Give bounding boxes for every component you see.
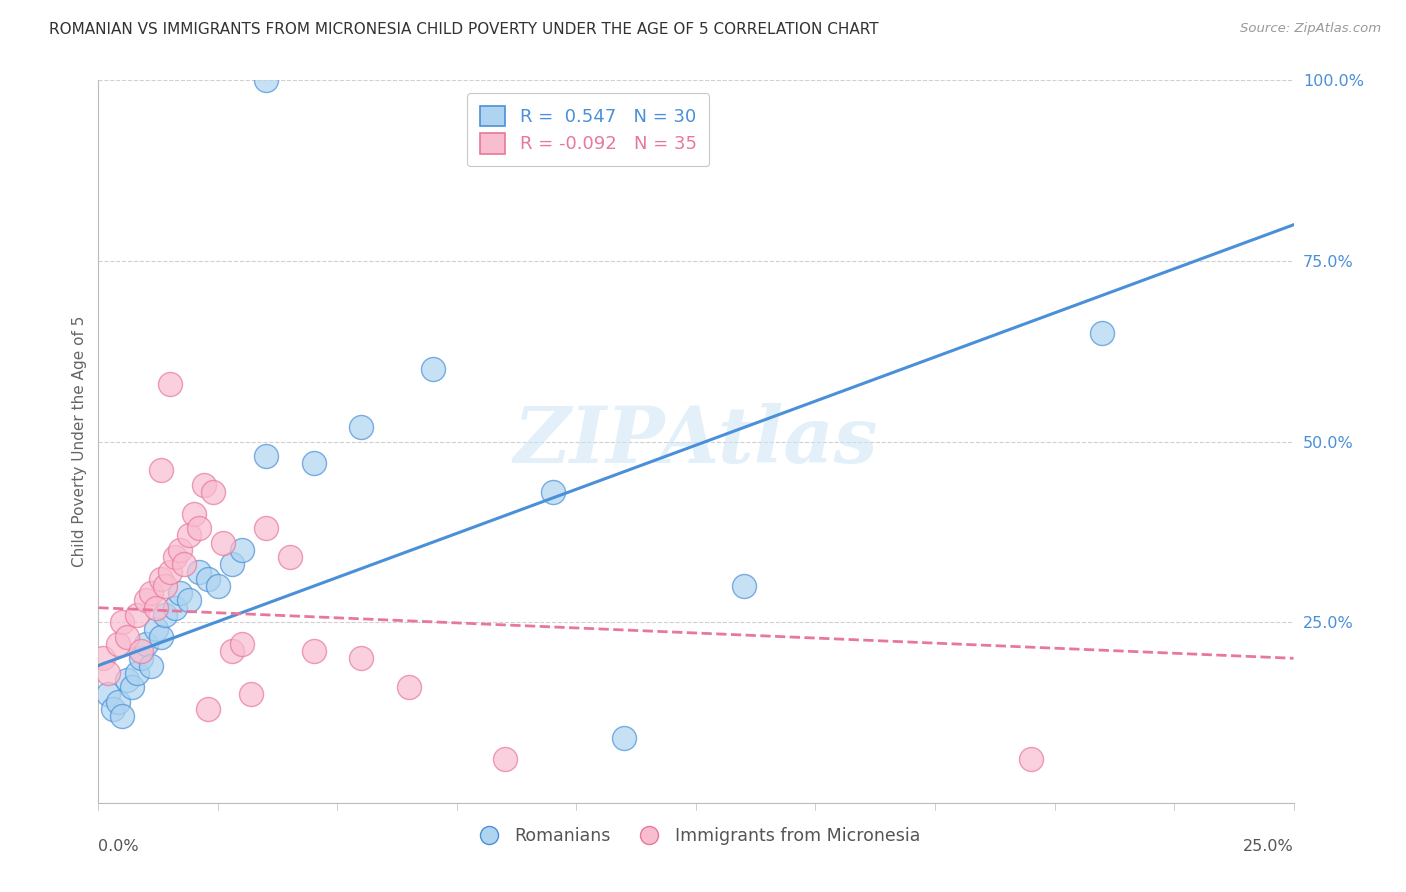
Point (187, 521, 209, 535)
Point (139, 586, 162, 600)
Point (131, 644, 153, 658)
Point (169, 542, 191, 557)
Point (278, 550, 301, 565)
Point (107, 637, 129, 651)
Point (179, 593, 201, 607)
Point (115, 630, 138, 644)
Point (221, 644, 243, 658)
Legend: Romanians, Immigrants from Micronesia: Romanians, Immigrants from Micronesia (464, 820, 928, 852)
Point (1091, 326, 1114, 341)
Text: 0.0%: 0.0% (98, 838, 139, 854)
Point (1019, 752, 1042, 766)
Point (135, 593, 157, 607)
Point (155, 607, 177, 622)
Point (613, 731, 636, 745)
Point (398, 680, 420, 694)
Point (302, 644, 325, 658)
Point (163, 550, 186, 565)
Point (302, 456, 325, 470)
Point (125, 607, 148, 622)
Point (494, 752, 516, 766)
Point (211, 535, 233, 549)
Point (121, 680, 143, 694)
Point (733, 579, 755, 593)
Point (125, 665, 148, 680)
Point (145, 623, 167, 637)
Text: 25.0%: 25.0% (1243, 838, 1294, 854)
Point (179, 528, 201, 542)
Point (193, 478, 215, 492)
Point (115, 673, 138, 687)
Point (131, 651, 153, 665)
Point (159, 376, 181, 391)
Point (159, 565, 181, 579)
Point (187, 565, 209, 579)
Point (202, 485, 225, 500)
Point (91, 651, 114, 665)
Point (149, 463, 172, 477)
Point (173, 558, 195, 572)
Point (197, 702, 219, 716)
Point (422, 362, 444, 376)
Point (111, 709, 134, 723)
Point (149, 630, 172, 644)
Point (145, 600, 167, 615)
Point (139, 658, 162, 673)
Point (97, 665, 120, 680)
Text: ZIPAtlas: ZIPAtlas (513, 403, 879, 480)
Point (221, 558, 243, 572)
Point (107, 695, 129, 709)
Point (101, 702, 124, 716)
Point (163, 600, 186, 615)
Point (350, 651, 373, 665)
Point (254, 73, 277, 87)
Point (169, 586, 191, 600)
Text: Source: ZipAtlas.com: Source: ZipAtlas.com (1240, 22, 1381, 36)
Point (197, 572, 219, 586)
Point (111, 615, 134, 630)
Point (231, 637, 253, 651)
Text: ROMANIAN VS IMMIGRANTS FROM MICRONESIA CHILD POVERTY UNDER THE AGE OF 5 CORRELAT: ROMANIAN VS IMMIGRANTS FROM MICRONESIA C… (49, 22, 879, 37)
Point (207, 579, 229, 593)
Point (350, 420, 373, 434)
Point (231, 542, 253, 557)
Point (254, 449, 277, 463)
Point (97, 687, 120, 701)
Point (155, 579, 177, 593)
Point (240, 687, 263, 701)
Point (541, 485, 564, 500)
Point (183, 507, 205, 521)
Point (149, 572, 172, 586)
Point (254, 521, 277, 535)
Y-axis label: Child Poverty Under the Age of 5: Child Poverty Under the Age of 5 (72, 316, 87, 567)
Point (135, 637, 157, 651)
